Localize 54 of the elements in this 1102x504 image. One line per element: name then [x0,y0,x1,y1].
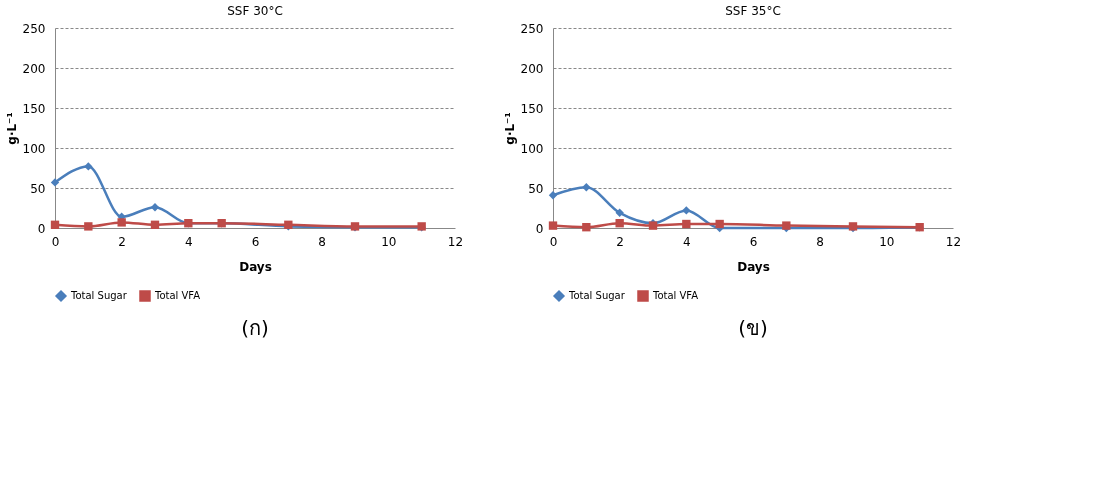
x-tick-label: 10 [879,234,895,249]
point [548,221,558,230]
chart-title: SSF 35°C [725,4,781,18]
y-tick-label: 0 [37,221,46,236]
y-tick-label: 50 [30,181,46,196]
y-tick-label: 0 [535,221,544,236]
x-tick-label: 6 [749,234,758,249]
point [150,203,160,212]
y-tick-label: 150 [520,101,544,116]
point [715,219,724,229]
y-axis-title: g·L⁻¹ [502,112,517,145]
x-tick-label: 2 [118,234,126,249]
legend-label: Total Sugar [568,290,626,301]
x-tick-label: 8 [816,234,824,249]
point [548,191,558,200]
legend-label: Total VFA [652,290,699,301]
legend-label: Total Sugar [70,290,128,301]
y-tick-label: 250 [520,21,544,36]
point [582,223,591,232]
x-axis-title: Days [737,259,770,274]
x-axis-title: Days [239,259,272,274]
point [582,183,591,192]
point [84,162,93,171]
x-tick-label: 10 [381,234,397,249]
text: (ก) [241,316,269,340]
y-tick-label: 50 [528,181,544,196]
x-tick-label: 12 [945,234,962,249]
y-axis-title: g·L⁻¹ [4,112,19,145]
x-tick-label: 8 [318,234,326,249]
x-tick-label: 0 [51,234,60,249]
point [150,220,160,229]
legend-label: Total VFA [154,290,201,301]
x-tick-label: 2 [616,234,624,249]
point [682,219,691,229]
point [50,178,60,187]
y-tick-label: 150 [22,101,46,116]
chart-title: SSF 30°C [227,4,283,18]
point [50,220,60,229]
x-tick-label: 4 [683,234,691,249]
y-tick-label: 250 [22,21,46,36]
y-tick-label: 100 [22,141,46,156]
point [615,208,624,217]
point [117,218,126,227]
point [615,219,624,228]
y-tick-label: 200 [22,61,46,76]
x-tick-label: 4 [185,234,193,249]
x-tick-label: 12 [447,234,464,249]
x-tick-label: 0 [549,234,558,249]
point [84,222,93,231]
y-tick-label: 200 [520,61,544,76]
x-tick-label: 6 [251,234,260,249]
point [682,206,691,215]
text: (ข) [738,316,768,340]
y-tick-label: 100 [520,141,544,156]
